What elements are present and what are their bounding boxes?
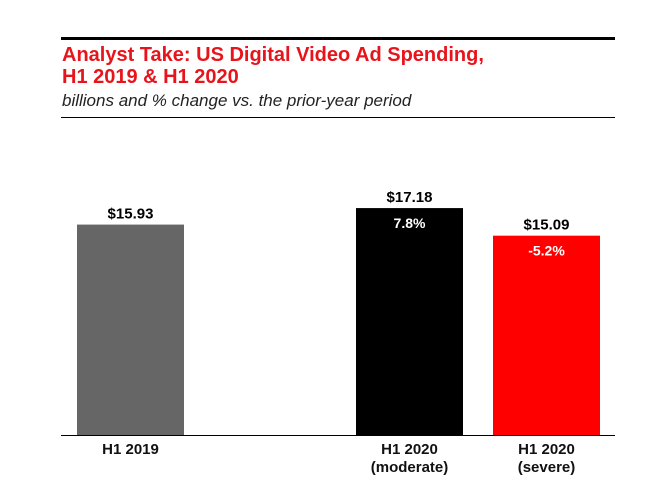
x-tick-label-1: H1 2019 — [57, 441, 204, 459]
value-label-3: $15.09 — [524, 217, 570, 234]
change-label-2: 7.8% — [394, 215, 426, 231]
chart-subtitle: billions and % change vs. the prior-year… — [62, 91, 412, 110]
chart-title-line-1: Analyst Take: US Digital Video Ad Spendi… — [62, 44, 484, 66]
chart-title-line-2: H1 2019 & H1 2020 — [62, 66, 239, 88]
x-tick-label-3: H1 2020 (severe) — [473, 441, 620, 477]
bar-1 — [77, 224, 184, 435]
change-label-3: -5.2% — [528, 243, 565, 259]
x-tick-label-2-line-2: (moderate) — [370, 459, 449, 476]
chart-title: Analyst Take: US Digital Video Ad Spendi… — [62, 44, 614, 88]
bar-3 — [493, 235, 600, 435]
bar-2 — [356, 208, 463, 435]
x-tick-label-1-line-1: H1 2019 — [102, 441, 159, 458]
x-tick-label-2: H1 2020 (moderate) — [336, 441, 483, 477]
x-tick-label-2-line-1: H1 2020 — [381, 441, 438, 458]
top-rule — [61, 37, 615, 40]
subtitle-rule — [61, 117, 615, 118]
value-label-1: $15.93 — [108, 206, 154, 223]
x-tick-label-3-line-1: H1 2020 — [518, 441, 575, 458]
x-tick-label-3-line-2: (severe) — [517, 459, 576, 476]
value-label-2: $17.18 — [387, 189, 433, 206]
